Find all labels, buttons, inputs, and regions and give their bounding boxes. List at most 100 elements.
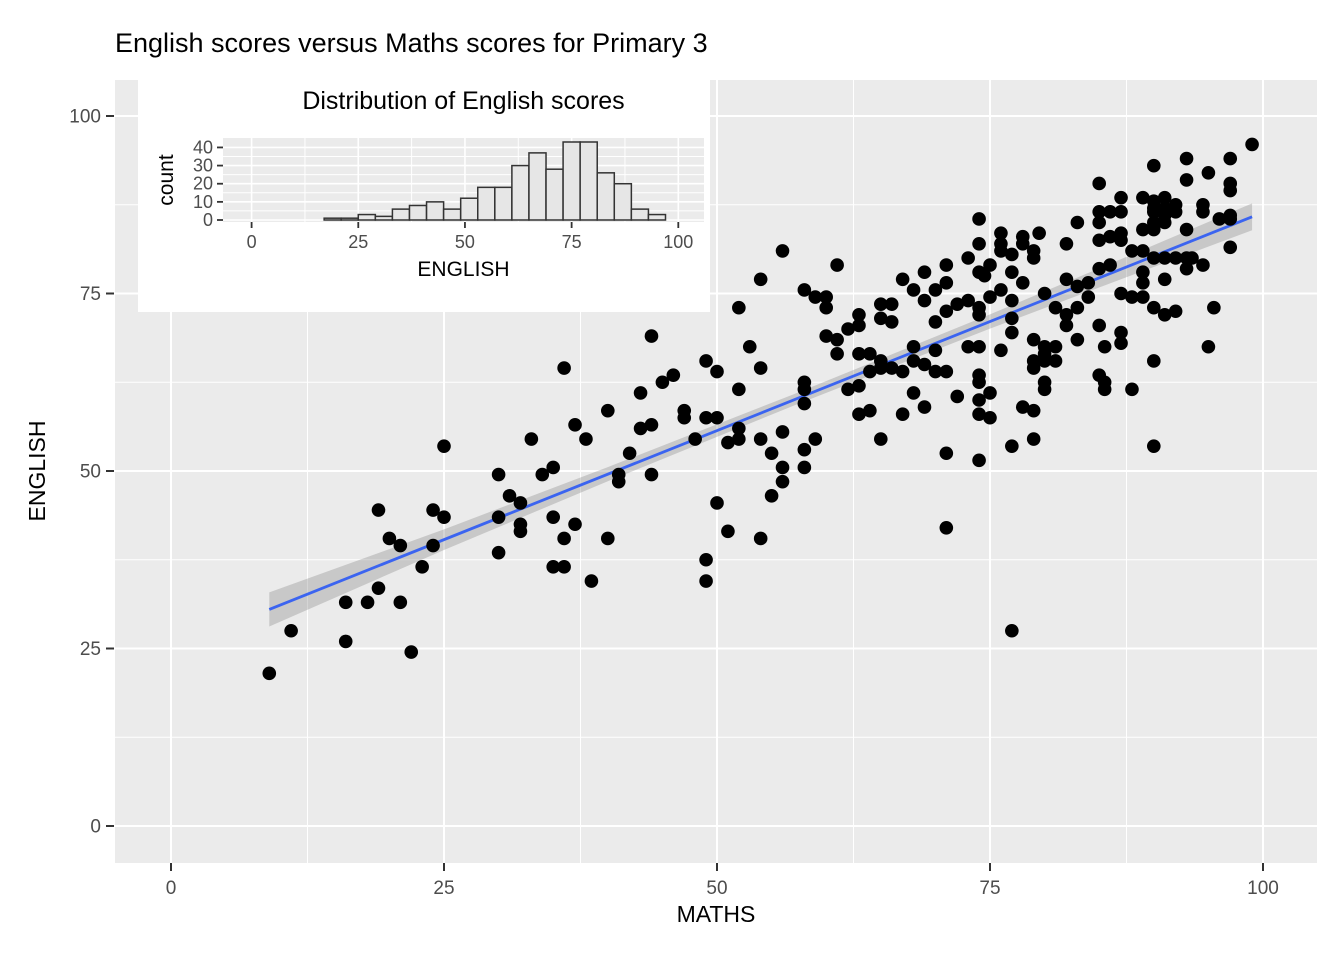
histogram-bar <box>613 182 633 221</box>
data-point <box>644 329 659 343</box>
data-point <box>1168 197 1183 212</box>
data-point <box>775 244 790 258</box>
x-axis-title: MATHS <box>676 901 756 927</box>
data-point <box>764 489 779 503</box>
data-point <box>568 517 582 532</box>
data-point <box>1005 311 1019 326</box>
data-point <box>1103 229 1117 244</box>
data-point <box>1157 201 1172 216</box>
data-point <box>972 407 986 422</box>
data-point <box>994 283 1008 297</box>
data-point <box>1179 173 1194 187</box>
data-point <box>1125 290 1139 304</box>
data-point <box>764 446 779 461</box>
x-tick-label: 25 <box>433 878 454 899</box>
histogram-bar <box>647 213 667 221</box>
histogram-bar <box>340 217 360 221</box>
data-point <box>917 293 932 308</box>
data-point <box>1207 300 1221 315</box>
x-tick-label: 50 <box>706 878 727 899</box>
data-point <box>382 531 397 546</box>
data-point <box>1147 251 1161 265</box>
data-point <box>426 538 440 553</box>
data-point <box>939 276 954 290</box>
data-point <box>906 339 921 354</box>
data-point <box>644 467 659 482</box>
data-point <box>753 361 768 375</box>
data-point <box>983 258 997 272</box>
data-point <box>371 581 386 595</box>
data-point <box>1059 308 1074 322</box>
data-point <box>906 354 921 368</box>
data-point <box>1223 240 1238 255</box>
inset-y-tick-label: 10 <box>193 192 213 212</box>
data-point <box>1136 222 1150 237</box>
data-point <box>977 268 992 283</box>
histogram-bar <box>545 168 564 221</box>
data-point <box>1196 197 1210 212</box>
data-point <box>1070 300 1085 315</box>
data-point <box>1147 439 1161 453</box>
data-point <box>721 435 735 450</box>
data-point <box>557 361 571 375</box>
data-point <box>939 304 954 319</box>
data-point <box>874 311 888 326</box>
data-point <box>393 595 408 610</box>
data-point <box>775 460 790 475</box>
data-point <box>1092 261 1106 276</box>
data-point <box>830 258 844 272</box>
data-point <box>1048 300 1063 315</box>
data-point <box>852 318 866 333</box>
data-point <box>1026 403 1041 418</box>
data-point <box>884 361 899 375</box>
data-point <box>710 364 724 379</box>
data-point <box>797 396 812 411</box>
data-point <box>426 503 440 517</box>
data-point <box>491 510 506 524</box>
data-point <box>983 290 997 304</box>
data-point <box>1015 276 1030 290</box>
data-point <box>732 300 746 315</box>
data-point <box>1157 308 1172 322</box>
data-point <box>1212 212 1227 226</box>
data-point <box>797 283 812 297</box>
data-point <box>972 300 986 315</box>
data-point <box>863 403 877 418</box>
data-point <box>1114 205 1128 219</box>
data-point <box>1114 325 1128 340</box>
data-point <box>1157 272 1172 287</box>
data-point <box>1179 261 1194 276</box>
data-point <box>601 403 615 418</box>
data-point <box>491 545 506 560</box>
data-point <box>666 368 681 382</box>
data-point <box>775 425 790 439</box>
data-point <box>524 432 539 446</box>
data-point <box>1070 332 1085 347</box>
data-point <box>961 339 975 354</box>
data-point <box>644 418 659 432</box>
data-point <box>1136 244 1150 258</box>
data-point <box>830 332 844 347</box>
data-point <box>939 364 954 379</box>
data-point <box>1005 439 1019 453</box>
data-point <box>1223 208 1238 223</box>
data-point <box>1136 276 1150 290</box>
histogram-bars <box>323 141 667 221</box>
histogram-bar <box>357 213 377 221</box>
data-point <box>1005 325 1019 340</box>
data-point <box>404 645 419 659</box>
data-point <box>928 364 943 379</box>
inset-y-tick-label: 40 <box>193 137 213 157</box>
data-point <box>437 439 451 453</box>
y-tick-label: 100 <box>69 107 101 128</box>
data-point <box>830 347 844 361</box>
data-point <box>1026 244 1041 258</box>
data-point <box>721 524 735 539</box>
data-point <box>994 226 1008 240</box>
histogram-bar <box>459 197 479 221</box>
data-point <box>371 503 386 517</box>
x-tick-label: 75 <box>979 878 1000 899</box>
data-point <box>535 467 550 482</box>
data-point <box>1147 300 1161 315</box>
